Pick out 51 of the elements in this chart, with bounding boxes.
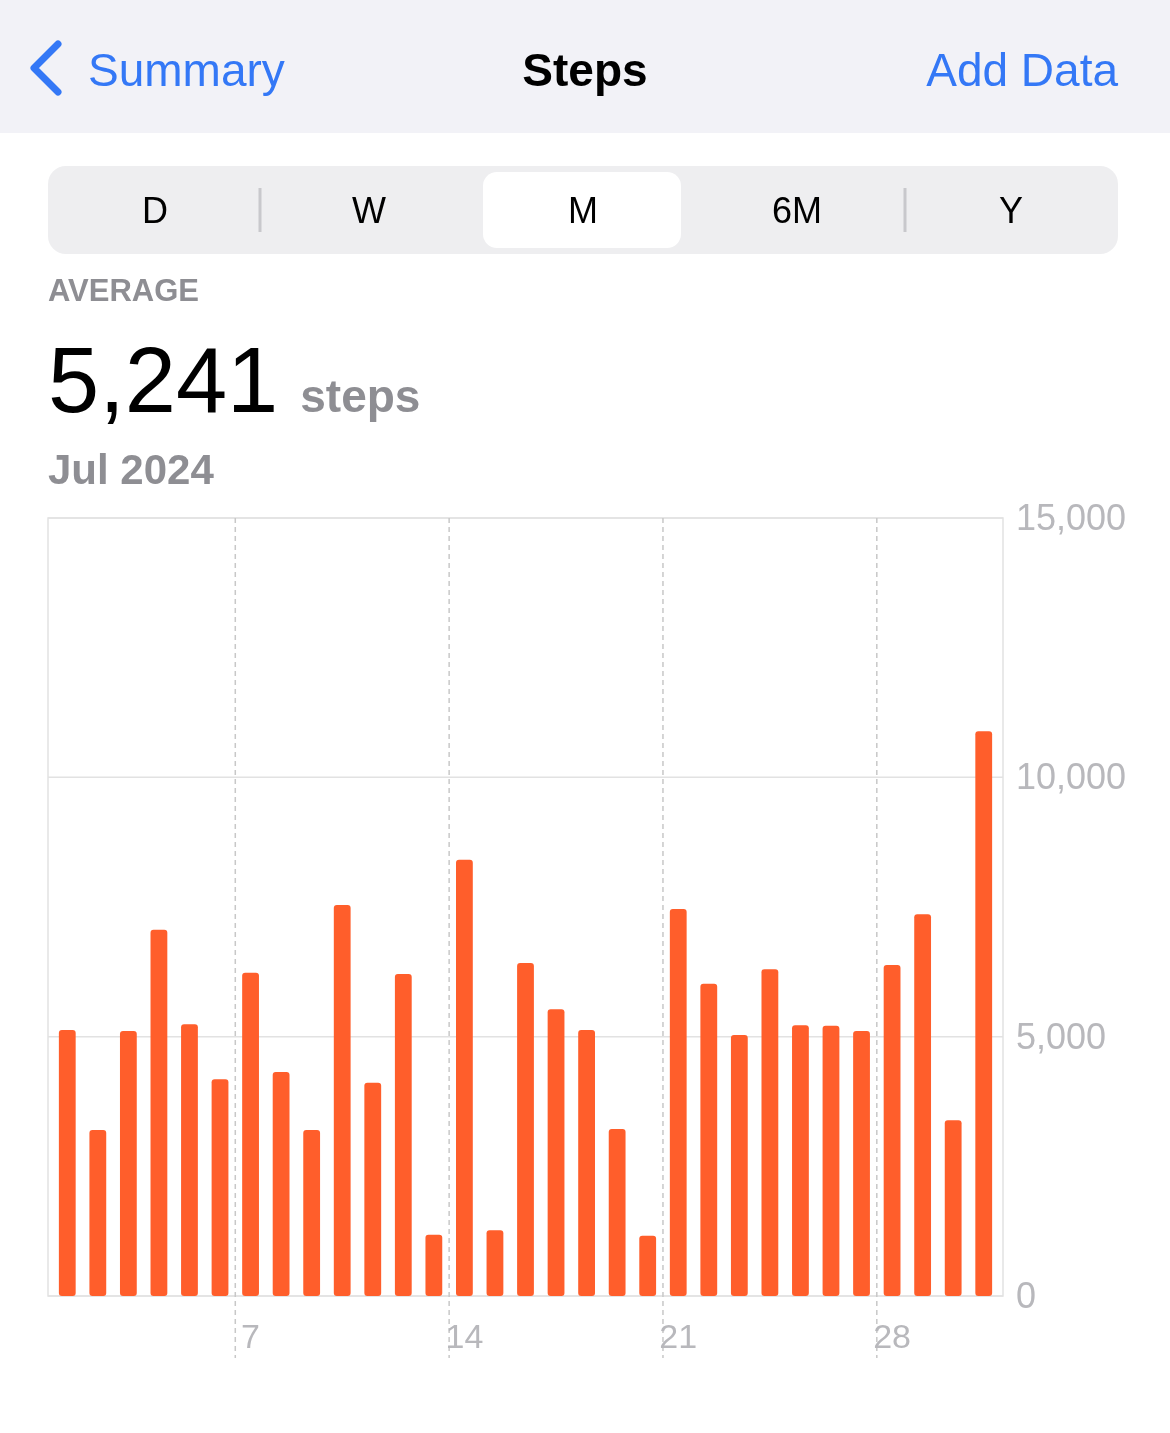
y-tick-label: 15,000 bbox=[1016, 497, 1127, 538]
x-tick-label: 21 bbox=[659, 1317, 698, 1355]
y-tick-label: 5,000 bbox=[1016, 1015, 1107, 1057]
bar bbox=[425, 1234, 443, 1296]
bar bbox=[181, 1024, 198, 1296]
bar bbox=[792, 1025, 809, 1296]
bar bbox=[517, 963, 534, 1296]
text: Add Data bbox=[926, 44, 1119, 96]
bar bbox=[639, 1235, 657, 1296]
bar bbox=[975, 731, 993, 1296]
bar bbox=[578, 1029, 595, 1296]
bar bbox=[669, 909, 687, 1296]
chart-subtitle: Jul 2024 bbox=[48, 446, 215, 493]
bar bbox=[822, 1025, 840, 1296]
bar bbox=[456, 859, 473, 1296]
text: 5,241 bbox=[48, 329, 279, 431]
chart-title: Steps bbox=[522, 44, 648, 96]
bar bbox=[364, 1082, 382, 1296]
bar bbox=[119, 1030, 137, 1296]
bar bbox=[272, 1071, 290, 1296]
y-tick-label: 10,000 bbox=[1016, 756, 1127, 798]
text: Y bbox=[998, 190, 1024, 231]
bar bbox=[853, 1030, 870, 1296]
bar bbox=[150, 929, 168, 1296]
x-tick-label: 7 bbox=[241, 1317, 261, 1355]
bar bbox=[303, 1130, 321, 1296]
bar bbox=[608, 1128, 626, 1296]
bar bbox=[700, 983, 718, 1296]
bar bbox=[394, 973, 412, 1296]
bar bbox=[486, 1230, 504, 1296]
text: D bbox=[142, 190, 168, 231]
text: M bbox=[568, 190, 598, 231]
bar bbox=[883, 965, 901, 1296]
text: W bbox=[352, 190, 387, 231]
bar bbox=[730, 1035, 748, 1296]
text: 6M bbox=[771, 190, 823, 231]
bar bbox=[547, 1009, 565, 1296]
bar bbox=[333, 904, 351, 1296]
bar bbox=[58, 1029, 76, 1296]
text: AVERAGE bbox=[48, 273, 200, 308]
bar bbox=[242, 972, 259, 1296]
x-tick-label: 14 bbox=[445, 1317, 484, 1355]
bar bbox=[914, 914, 932, 1296]
bar bbox=[211, 1079, 229, 1296]
bar bbox=[761, 969, 779, 1296]
bar bbox=[944, 1120, 962, 1296]
bar bbox=[89, 1130, 107, 1296]
text: Summary bbox=[88, 44, 285, 96]
y-tick-label: 0 bbox=[1016, 1275, 1037, 1316]
x-tick-label: 28 bbox=[873, 1317, 911, 1355]
text: steps bbox=[300, 370, 421, 422]
